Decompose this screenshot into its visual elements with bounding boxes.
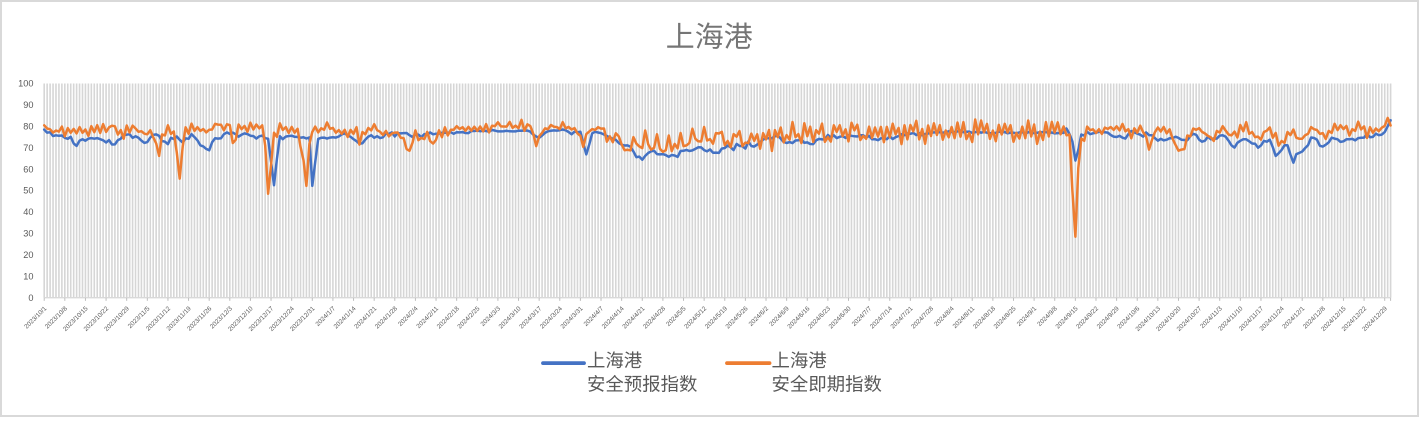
svg-text:80: 80 (23, 121, 33, 131)
svg-text:20: 20 (23, 250, 33, 260)
svg-text:30: 30 (23, 229, 33, 239)
svg-text:40: 40 (23, 207, 33, 217)
svg-text:60: 60 (23, 164, 33, 174)
svg-text:100: 100 (18, 79, 33, 89)
svg-text:50: 50 (23, 186, 33, 196)
svg-text:70: 70 (23, 143, 33, 153)
svg-text:90: 90 (23, 100, 33, 110)
svg-text:0: 0 (28, 293, 33, 303)
svg-text:10: 10 (23, 271, 33, 281)
